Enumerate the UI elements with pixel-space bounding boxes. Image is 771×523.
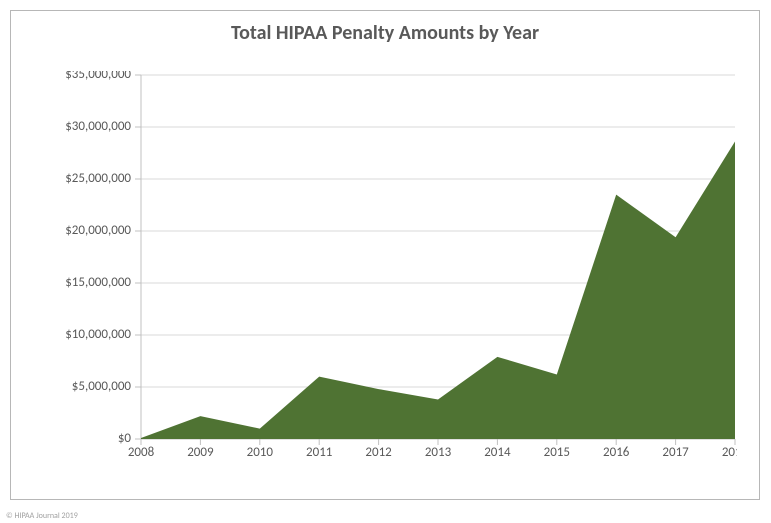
x-tick-label: 2008	[128, 445, 155, 460]
x-tick-label: 2017	[662, 445, 689, 460]
x-tick-label: 2011	[306, 445, 332, 460]
y-tick-label: $15,000,000	[65, 275, 131, 290]
y-tick-label: $10,000,000	[65, 327, 131, 342]
x-tick-label: 2015	[544, 445, 570, 460]
y-tick-label: $20,000,000	[65, 223, 131, 238]
y-tick-label: $25,000,000	[65, 171, 131, 186]
y-tick-label: $5,000,000	[72, 379, 132, 394]
x-tick-label: 2012	[365, 445, 392, 460]
y-tick-label: $35,000,000	[65, 71, 131, 82]
x-tick-label: 2009	[187, 445, 214, 460]
y-tick-label: $30,000,000	[65, 119, 131, 134]
x-tick-label: 2010	[247, 445, 274, 460]
area-series	[141, 142, 735, 439]
chart-frame: Total HIPAA Penalty Amounts by Year $0$5…	[10, 10, 760, 500]
x-tick-label: 2016	[603, 445, 630, 460]
x-tick-label: 2018	[722, 445, 737, 460]
chart-title: Total HIPAA Penalty Amounts by Year	[11, 21, 759, 45]
copyright-footer: © HIPAA Journal 2019	[6, 511, 78, 521]
x-tick-label: 2013	[425, 445, 452, 460]
plot-area-wrapper: $0$5,000,000$10,000,000$15,000,000$20,00…	[41, 71, 737, 463]
x-tick-label: 2014	[484, 445, 511, 460]
chart-svg: $0$5,000,000$10,000,000$15,000,000$20,00…	[41, 71, 737, 463]
